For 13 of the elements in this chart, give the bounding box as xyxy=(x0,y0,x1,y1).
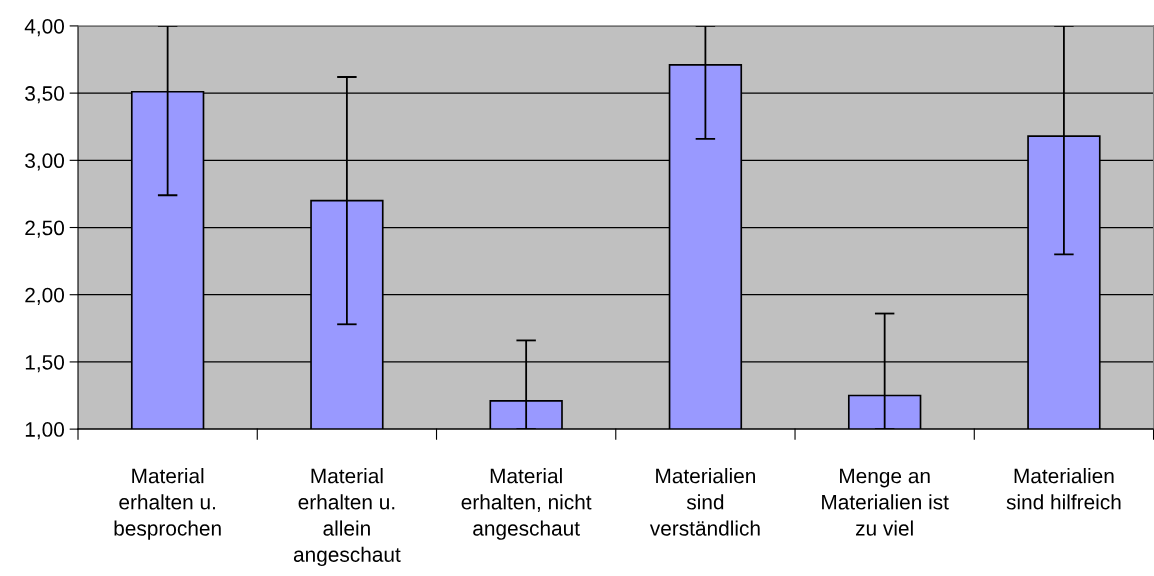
x-tick-label: Material erhalten, nicht angeschaut xyxy=(461,468,592,540)
x-tick-label: Materialien sind hilfreich xyxy=(1006,468,1121,510)
y-tick-label: 2,50 xyxy=(25,220,65,238)
y-tick-label: 1,50 xyxy=(25,354,65,373)
y-tick-label: 3,00 xyxy=(25,153,65,171)
y-tick-label: 1,00 xyxy=(25,422,65,440)
y-tick-label: 4,00 xyxy=(24,18,65,37)
x-tick-label: Materialien sind verständlich xyxy=(649,468,760,536)
y-tick-label: 2,00 xyxy=(25,287,65,305)
x-tick-label: Material erhalten u. allein angeschaut xyxy=(293,468,401,567)
x-tick-label: Menge an Materialien ist zu viel xyxy=(822,468,949,536)
x-tick-label: Material erhalten u. besprochen xyxy=(114,468,221,540)
y-tick-label: 3,50 xyxy=(25,86,65,104)
